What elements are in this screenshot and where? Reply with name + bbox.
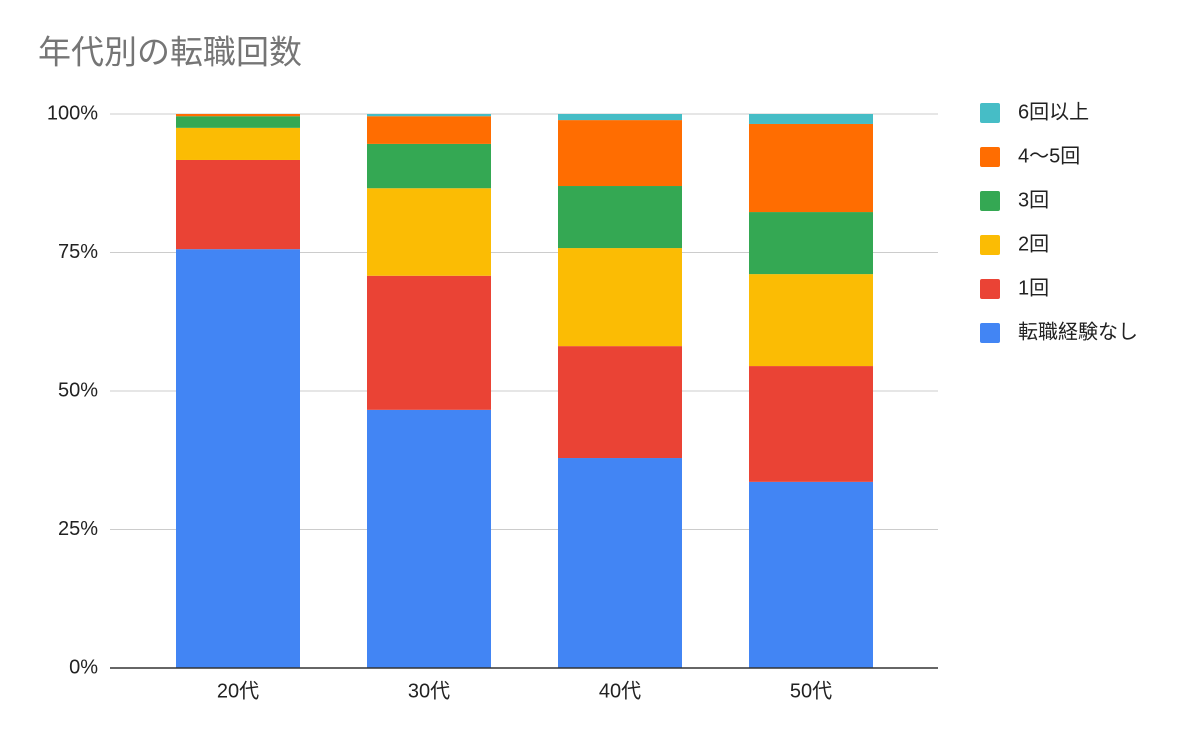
- bar-segment: [367, 409, 491, 668]
- y-tick-label: 100%: [47, 102, 98, 124]
- bar-segment: [176, 249, 300, 668]
- x-tick-label: 40代: [599, 679, 641, 702]
- bar-segment: [367, 143, 491, 189]
- bar-segment: [176, 114, 300, 117]
- y-tick-label: 50%: [58, 379, 98, 401]
- legend-label: 転職経験なし: [1018, 320, 1138, 343]
- bar-segment: [558, 120, 682, 187]
- bar-segment: [749, 123, 873, 213]
- legend-label: 4〜5回: [1018, 145, 1080, 167]
- legend-label: 6回以上: [1018, 100, 1089, 123]
- legend-swatch: [980, 191, 1000, 211]
- legend-swatch: [980, 147, 1000, 167]
- bar-segment: [749, 212, 873, 275]
- bar-segment: [367, 275, 491, 410]
- bar-segment: [558, 186, 682, 249]
- y-tick-label: 75%: [58, 241, 98, 263]
- bar-segment: [558, 248, 682, 347]
- bar-segment: [558, 114, 682, 121]
- bar-segment: [558, 346, 682, 459]
- bar-segment: [176, 159, 300, 250]
- bar-segment: [176, 116, 300, 128]
- legend-swatch: [980, 323, 1000, 343]
- bar-segment: [367, 188, 491, 276]
- x-tick-label: 30代: [408, 679, 450, 702]
- bar-segment: [176, 127, 300, 160]
- legend-swatch: [980, 279, 1000, 299]
- bar-segment: [749, 114, 873, 124]
- x-tick-label: 50代: [790, 679, 832, 702]
- x-tick-label: 20代: [217, 679, 259, 702]
- chart-title: 年代別の転職回数: [38, 34, 302, 71]
- legend-label: 1回: [1018, 277, 1049, 299]
- bar-segment: [367, 114, 491, 117]
- bar-segment: [367, 116, 491, 144]
- legend-swatch: [980, 235, 1000, 255]
- bar-segment: [749, 481, 873, 668]
- y-tick-label: 0%: [69, 656, 98, 678]
- legend-label: 3回: [1018, 189, 1049, 211]
- bar-segment: [749, 274, 873, 367]
- y-tick-label: 25%: [58, 518, 98, 540]
- bar-segment: [558, 458, 682, 668]
- legend-label: 2回: [1018, 233, 1049, 255]
- legend-swatch: [980, 103, 1000, 123]
- bar-segment: [749, 366, 873, 482]
